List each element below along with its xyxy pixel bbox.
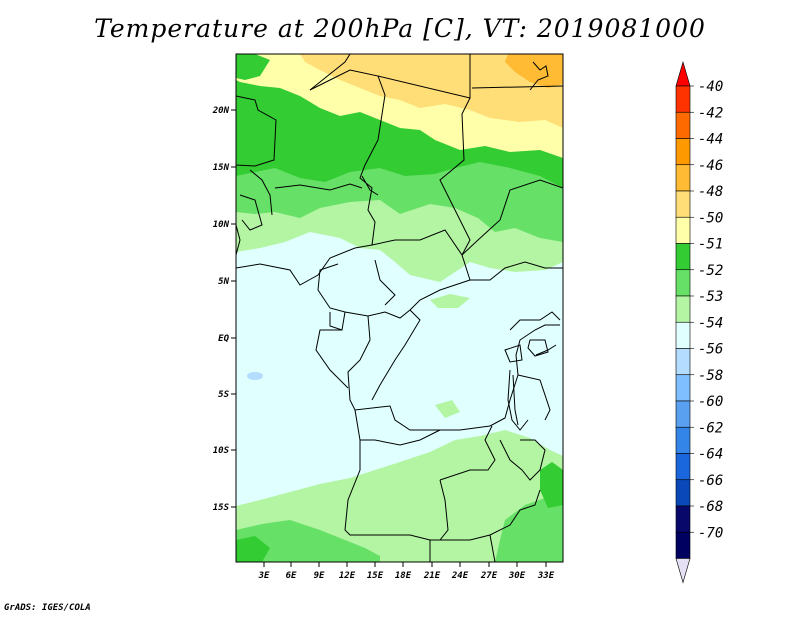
legend-label: -50 [698, 210, 723, 226]
legend-label: -44 [698, 132, 723, 148]
lat-tick-label: 15S [213, 503, 230, 513]
legend-label: -58 [698, 368, 723, 384]
lon-tick-label: 30E [508, 571, 526, 581]
legend-label: -52 [698, 263, 723, 279]
lon-tick-label: 6E [286, 571, 297, 581]
legend-swatch [675, 374, 691, 402]
color-legend [675, 60, 691, 584]
field-minus56-blob [247, 372, 263, 380]
legend-swatch [675, 269, 691, 297]
lon-tick-label: 33E [537, 571, 555, 581]
legend-label: -66 [698, 473, 723, 489]
lon-tick-label: 24E [451, 571, 469, 581]
legend-swatch [675, 164, 691, 192]
lon-tick-label: 21E [423, 571, 441, 581]
legend-swatch [675, 505, 691, 533]
legend-label: -53 [698, 289, 723, 305]
legend-label: -68 [698, 499, 723, 515]
latitude-labels: 20N 15N 10N 5N EQ 5S 10S 15S [212, 106, 230, 513]
lon-tick-label: 3E [258, 571, 270, 581]
legend-swatch [675, 85, 691, 113]
legend-swatch [675, 295, 691, 323]
legend-label: -62 [698, 420, 723, 436]
legend-label: -64 [698, 447, 723, 463]
map-frame [235, 53, 564, 563]
legend-swatch [675, 531, 691, 559]
legend-label: -42 [698, 105, 723, 121]
lon-tick-label: 9E [314, 571, 325, 581]
field-nw-green [236, 54, 270, 80]
field-minus53-south [236, 430, 563, 562]
map-title: Temperature at 200hPa [C], VT: 201908100… [94, 14, 706, 43]
legend-swatch [675, 321, 691, 349]
lon-tick-label: 18E [395, 571, 412, 581]
lat-tick-label: 10S [213, 446, 230, 456]
legend-label: -46 [698, 158, 723, 174]
legend-label: -40 [698, 79, 723, 95]
temperature-field [236, 54, 563, 562]
legend-label: -56 [698, 342, 723, 358]
lat-tick-label: 20N [212, 106, 230, 116]
lat-tick-label: 5N [218, 277, 229, 287]
legend-label: -48 [698, 184, 723, 200]
legend-swatch [675, 138, 691, 166]
field-minus52-south-east [495, 492, 563, 562]
lat-tick-label: 5S [218, 390, 229, 400]
legend-swatch [675, 111, 691, 139]
legend-swatch [675, 453, 691, 481]
lon-tick-label: 27E [480, 571, 498, 581]
field-patch-1 [430, 294, 470, 308]
legend-swatch-top-arrow [675, 60, 691, 87]
legend-swatch [675, 479, 691, 507]
legend-label: -60 [698, 394, 723, 410]
field-patch-2 [435, 400, 460, 418]
lat-tick-label: EQ [218, 334, 229, 344]
color-legend-labels: -40 -42 -44 -46 -48 -50 -51 -52 -53 -54 -56 -58 -60 -… [690, 79, 723, 541]
field-minus46 [505, 54, 563, 88]
lat-tick-label: 10N [213, 220, 230, 230]
legend-swatch [675, 426, 691, 454]
legend-swatch [675, 400, 691, 428]
longitude-labels: 3E 6E 9E 12E 15E 18E 21E 24E 27E 30E 33E [258, 571, 555, 581]
legend-swatch [675, 243, 691, 271]
field-minus51-south-west [236, 536, 270, 562]
legend-label: -54 [698, 315, 723, 331]
legend-swatch [675, 216, 691, 244]
field-minus51-south-east [540, 462, 563, 508]
lon-tick-label: 12E [339, 571, 356, 581]
legend-swatch-bottom-arrow [675, 558, 691, 584]
legend-swatch [675, 190, 691, 218]
lat-tick-label: 15N [213, 163, 230, 173]
field-minus52-south-west [236, 520, 380, 562]
lon-tick-label: 15E [367, 571, 384, 581]
field-minus48 [300, 54, 563, 128]
country-borders [236, 54, 563, 562]
legend-label: -70 [698, 525, 723, 541]
legend-swatch [675, 348, 691, 376]
axis-tick-marks [231, 109, 547, 567]
software-credit: GrADS: IGES/COLA [4, 603, 91, 613]
legend-label: -51 [698, 237, 723, 253]
